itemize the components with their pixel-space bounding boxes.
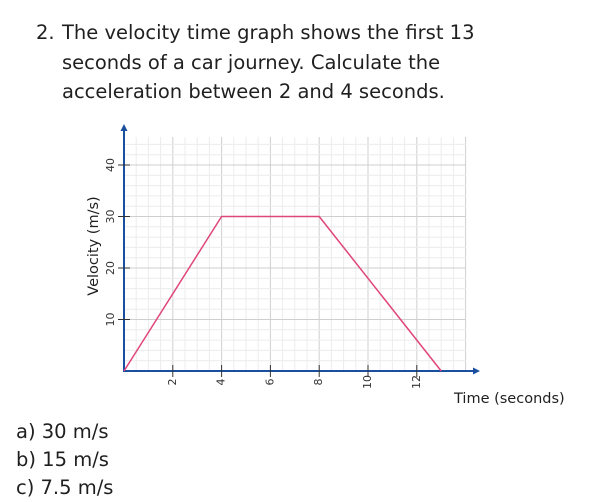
- y-axis-arrow: [120, 124, 128, 131]
- y-tick-label: 20: [104, 261, 117, 275]
- x-tick-label: 4: [215, 379, 228, 386]
- y-tick-label: 10: [104, 313, 117, 327]
- x-axis-label: Time (seconds): [453, 391, 565, 407]
- x-tick-label: 8: [312, 379, 325, 386]
- velocity-line: [123, 215, 442, 372]
- answer-options: a) 30 m/s b) 15 m/s c) 7.5 m/s: [16, 418, 113, 502]
- question-line-3: acceleration between 2 and 4 seconds.: [62, 80, 445, 103]
- answer-option-a: a) 30 m/s: [16, 420, 109, 443]
- question-line-1: The velocity time graph shows the first …: [62, 21, 475, 44]
- y-axis-label: Velocity (m/s): [86, 196, 102, 295]
- y-tick-label: 40: [104, 158, 117, 172]
- x-tick-label: 2: [166, 379, 179, 386]
- x-tick-label: 6: [263, 379, 276, 386]
- x-axis-arrow: [473, 367, 480, 375]
- question-lines: The velocity time graph shows the first …: [62, 18, 582, 107]
- question-number: 2.: [36, 21, 55, 44]
- answer-option-b: b) 15 m/s: [16, 448, 109, 471]
- x-tick-label: 12: [410, 375, 423, 389]
- x-tick-label: 10: [361, 375, 374, 389]
- y-tick-label: 30: [104, 210, 117, 224]
- answer-option-c: c) 7.5 m/s: [16, 476, 114, 499]
- question-line-2: seconds of a car journey. Calculate the: [62, 50, 441, 74]
